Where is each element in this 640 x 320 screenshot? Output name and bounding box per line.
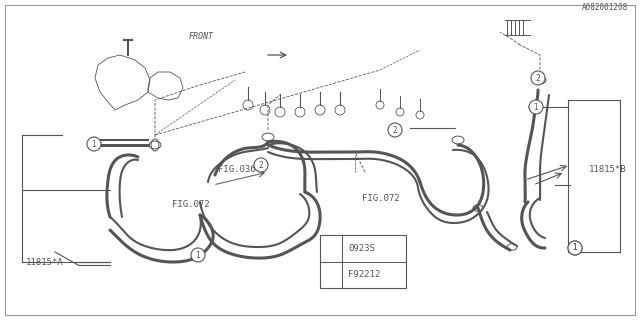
Circle shape bbox=[388, 123, 402, 137]
Text: F92212: F92212 bbox=[348, 270, 380, 279]
Text: FIG.072: FIG.072 bbox=[362, 194, 399, 203]
Text: 2: 2 bbox=[329, 272, 333, 278]
Text: 1: 1 bbox=[573, 244, 577, 252]
Text: 11815*B: 11815*B bbox=[589, 165, 627, 174]
Text: 2: 2 bbox=[259, 161, 264, 170]
Circle shape bbox=[325, 243, 337, 254]
Circle shape bbox=[531, 71, 545, 85]
Text: 1: 1 bbox=[92, 140, 97, 148]
Text: 1: 1 bbox=[329, 245, 333, 252]
Text: 2: 2 bbox=[536, 74, 540, 83]
Text: A082001208: A082001208 bbox=[582, 3, 628, 12]
Circle shape bbox=[254, 158, 268, 172]
Text: 1: 1 bbox=[534, 102, 538, 111]
Circle shape bbox=[191, 248, 205, 262]
Text: FRONT: FRONT bbox=[189, 32, 214, 41]
Text: 1: 1 bbox=[573, 244, 577, 252]
Text: FIG.036: FIG.036 bbox=[218, 165, 255, 174]
Circle shape bbox=[529, 100, 543, 114]
Circle shape bbox=[568, 241, 582, 255]
Circle shape bbox=[568, 241, 582, 255]
Text: 2: 2 bbox=[392, 125, 397, 134]
Bar bbox=[91, 140, 99, 145]
Circle shape bbox=[87, 137, 101, 151]
Text: 1: 1 bbox=[196, 251, 200, 260]
Text: 11815*A: 11815*A bbox=[26, 258, 63, 267]
Circle shape bbox=[325, 269, 337, 281]
Text: 0923S: 0923S bbox=[348, 244, 375, 253]
Bar bbox=[320, 235, 406, 288]
Text: FIG.072: FIG.072 bbox=[172, 200, 209, 209]
